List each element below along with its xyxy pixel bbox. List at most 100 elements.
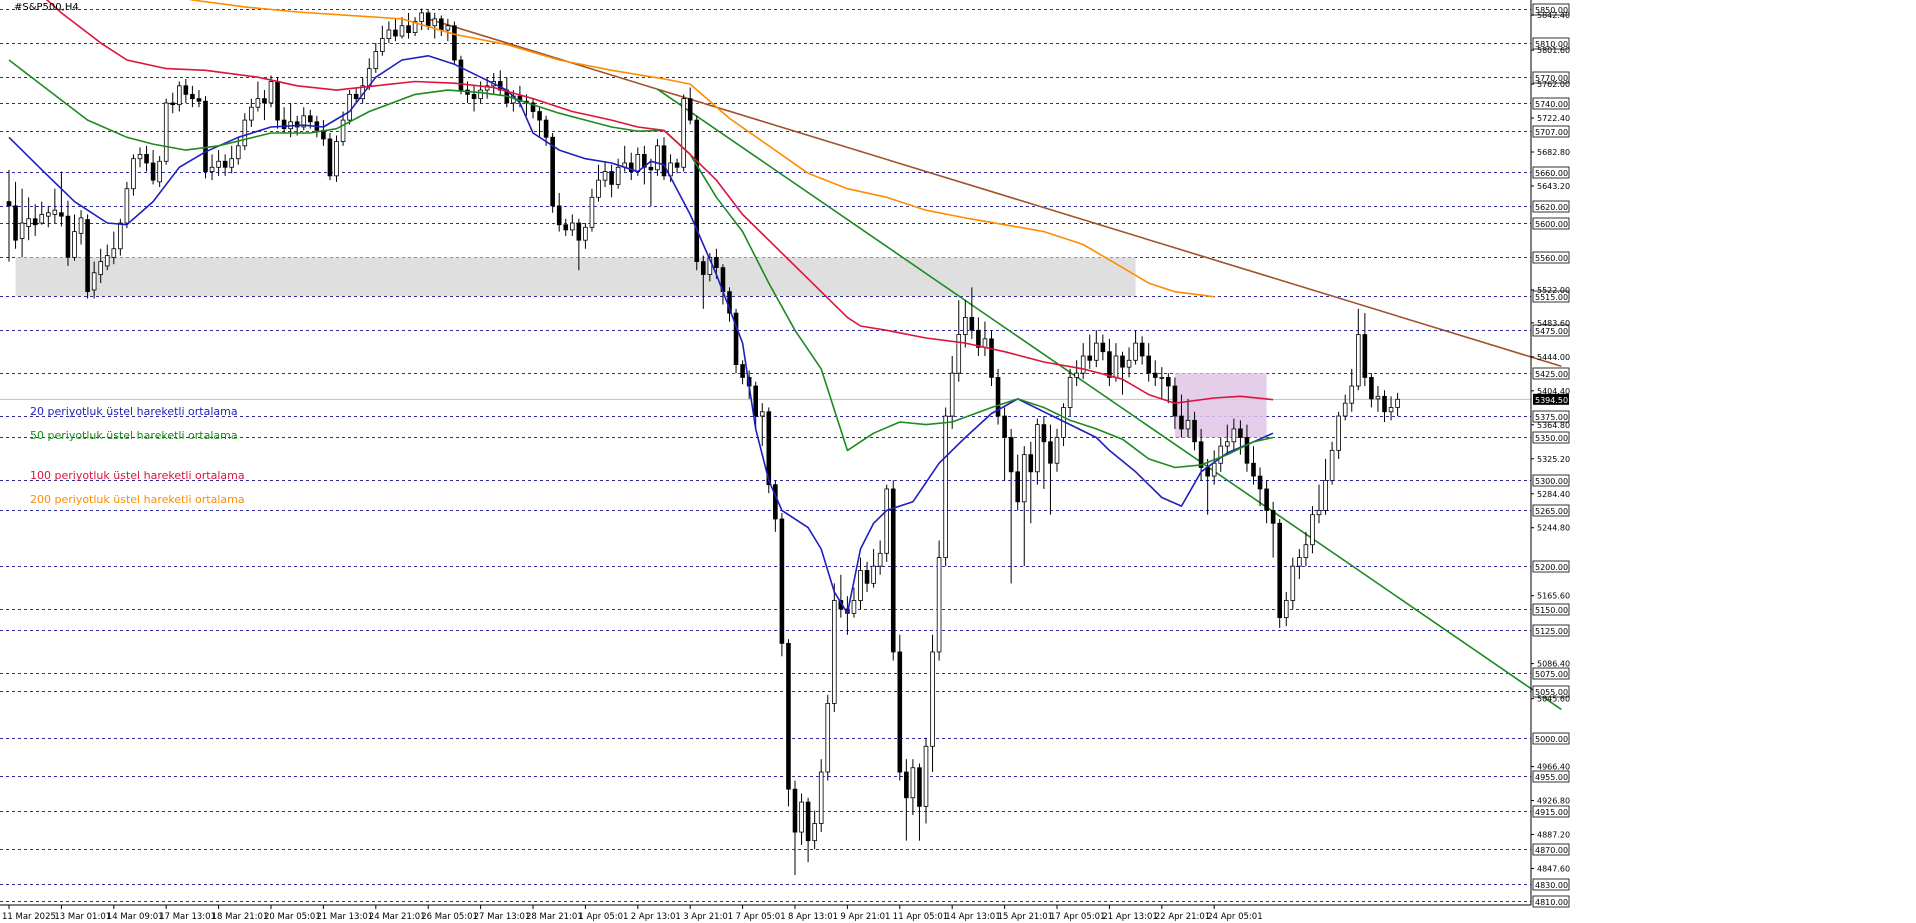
candle-body-down: [609, 171, 614, 185]
level-label: 5740.00: [1535, 100, 1568, 109]
candle-body-up: [91, 272, 97, 291]
candle: [458, 55, 464, 95]
candle-body-up: [1310, 514, 1315, 546]
candle: [1283, 591, 1289, 627]
candle-body-down: [32, 218, 38, 226]
ema50-line: [8, 59, 1274, 469]
candle-body-up: [1303, 544, 1309, 558]
level-label-box: [1532, 200, 1570, 213]
candle-body-down: [170, 102, 176, 106]
candle: [884, 484, 889, 562]
y-tick-label: 5165.60: [1537, 592, 1570, 601]
level-label: 5300.00: [1535, 477, 1568, 486]
candle: [1107, 338, 1112, 387]
candle: [628, 152, 634, 181]
candle: [910, 759, 916, 815]
x-tick-label: 14 Apr 13:01: [945, 912, 1000, 922]
candlesticks: [6, 8, 1400, 875]
level-label: 5265.00: [1535, 507, 1568, 516]
candle-body-up: [707, 256, 713, 275]
candle: [733, 308, 739, 374]
candle: [78, 210, 84, 245]
candle: [1080, 343, 1086, 380]
candle-body-up: [799, 801, 804, 833]
candle: [432, 12, 438, 39]
candle: [13, 181, 18, 249]
y-tick-label: 5444.00: [1537, 353, 1570, 362]
candle: [949, 355, 955, 429]
candle: [995, 368, 1001, 425]
level-label: 5425.00: [1535, 370, 1568, 379]
candle: [327, 132, 333, 181]
candle-body-up: [1113, 355, 1119, 378]
candle-body-up: [268, 81, 274, 104]
candle: [438, 15, 444, 37]
x-tick-label: 24 Mar 21:01: [369, 912, 426, 922]
candle-body-up: [956, 334, 962, 374]
candle: [989, 330, 994, 387]
candle-body-up: [1349, 385, 1355, 404]
candle-body-down: [1139, 342, 1145, 357]
candle-body-down: [1270, 510, 1276, 524]
candle-body-up: [923, 745, 929, 807]
candle-body-down: [701, 261, 706, 275]
price-gridlines: [0, 9, 1531, 902]
candle: [982, 321, 988, 356]
level-label: 4870.00: [1535, 846, 1568, 855]
candle-body-down: [976, 329, 981, 348]
candle: [1008, 428, 1014, 584]
candle: [249, 98, 254, 127]
level-label-box: [1532, 843, 1570, 856]
candle: [1067, 368, 1073, 417]
level-label-box: [1532, 97, 1570, 110]
candle: [19, 188, 25, 258]
candle-body-up: [818, 771, 824, 824]
candle: [832, 583, 837, 712]
candle: [419, 8, 424, 31]
candle-body-up: [163, 102, 169, 162]
candle-body-up: [19, 222, 25, 239]
candle: [1251, 446, 1256, 485]
level-label: 5560.00: [1535, 254, 1568, 263]
level-label: 5660.00: [1535, 169, 1568, 178]
level-label-box: [1532, 125, 1570, 138]
candle: [1303, 531, 1309, 567]
x-tick-label: 21 Mar 13:01: [316, 912, 373, 922]
moving-averages: [8, 0, 1274, 615]
candle: [753, 381, 758, 429]
candle-body-down: [183, 85, 189, 95]
y-tick-label: 4887.20: [1537, 830, 1570, 839]
candle-body-down: [687, 98, 693, 121]
candle: [209, 154, 215, 181]
candle: [615, 158, 621, 189]
candle-body-up: [1231, 428, 1237, 443]
candle-body-down: [307, 115, 313, 123]
candle: [301, 107, 307, 131]
candle: [687, 87, 693, 125]
candle-body-up: [1283, 600, 1289, 619]
candle-body-down: [1244, 437, 1250, 464]
candle: [170, 92, 176, 114]
candle: [589, 188, 595, 232]
level-label: 5055.00: [1535, 688, 1568, 697]
x-tick-label: 27 Mar 13:01: [474, 912, 531, 922]
candle-body-down: [1257, 475, 1263, 490]
ema200-legend-label: 200 periyotluk üstel hareketli ortalama: [30, 493, 245, 506]
candle-body-down: [327, 138, 333, 177]
level-label: 5075.00: [1535, 670, 1568, 679]
y-tick-label: 5244.80: [1537, 524, 1570, 533]
candle: [602, 161, 608, 188]
candle-body-up: [111, 248, 117, 258]
candle-body-down: [471, 93, 477, 100]
candle: [26, 197, 31, 241]
candle: [1375, 386, 1381, 412]
candle-body-up: [1290, 565, 1296, 601]
candle-body-down: [773, 484, 778, 520]
candle-body-down: [281, 119, 287, 130]
level-label: 4955.00: [1535, 773, 1568, 782]
candle-body-up: [255, 98, 261, 108]
candle-body-up: [1126, 359, 1132, 368]
ema100-line: [45, 0, 1274, 405]
x-tick-label: 2 Apr 13:01: [631, 912, 681, 922]
